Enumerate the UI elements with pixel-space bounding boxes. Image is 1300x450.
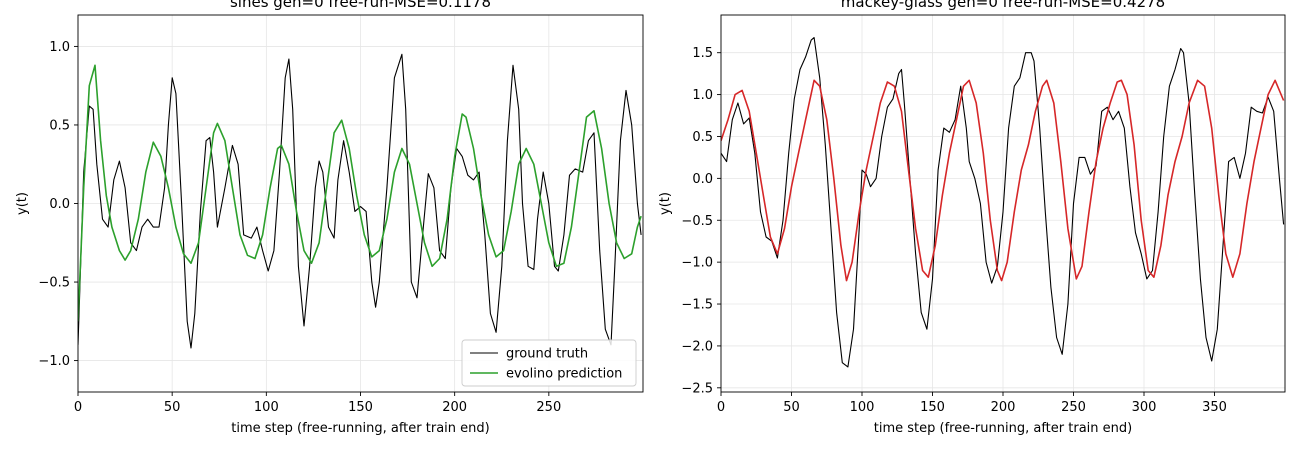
chart0-ytick-label: 0.5 xyxy=(49,118,70,133)
chart0-ytick-label: −1.0 xyxy=(38,354,70,369)
chart0-series-ground-truth-line xyxy=(78,53,642,349)
chart0-series-evolino-prediction-line xyxy=(78,64,642,322)
chart1-xtick: 50 xyxy=(783,392,800,415)
chart0-title: sines gen=0 free-run-MSE=0.1178 xyxy=(230,0,491,11)
chart1-title: mackey-glass gen=0 free-run-MSE=0.4278 xyxy=(841,0,1165,11)
chart1-ytick: 1.5 xyxy=(692,46,721,61)
chart1-xtick: 0 xyxy=(717,392,725,415)
chart1-ytick: −2.5 xyxy=(681,381,721,396)
chart1-series-line1-line xyxy=(721,79,1285,282)
chart0-xtick-label: 200 xyxy=(442,400,467,415)
chart1-ytick-label: −1.0 xyxy=(681,256,713,271)
chart0-ytick: 0.0 xyxy=(49,197,78,212)
chart1-xlabel: time step (free-running, after train end… xyxy=(874,421,1132,436)
chart0-ytick: 1.0 xyxy=(49,40,78,55)
chart1-ytick: −0.5 xyxy=(681,214,721,229)
chart0-xtick-label: 250 xyxy=(536,400,561,415)
chart1-ytick-label: −1.5 xyxy=(681,298,713,313)
chart1-xtick: 150 xyxy=(920,392,945,415)
chart0-legend: ground truth evolino prediction xyxy=(461,339,637,387)
chart1-ytick: −2.0 xyxy=(681,339,721,354)
chart0-xtick-label: 0 xyxy=(74,400,82,415)
chart0-legend-label: ground truth xyxy=(506,347,588,362)
chart1-xtick-label: 300 xyxy=(1132,400,1157,415)
chart0-ytick: −1.0 xyxy=(38,354,78,369)
chart1-ytick-label: −0.5 xyxy=(681,214,713,229)
chart1-ytick-label: 1.5 xyxy=(692,46,713,61)
chart0-ytick: −0.5 xyxy=(38,276,78,291)
chart0-xtick-label: 50 xyxy=(164,400,181,415)
chart1-xtick-label: 350 xyxy=(1202,400,1227,415)
chart0-legend-label: evolino prediction xyxy=(506,367,622,382)
chart1: 0 50 100 150 200 250 300 350 −2.5 −2.0 −1.5 −1.0 −0.… xyxy=(658,0,1286,436)
chart0-xlabel: time step (free-running, after train end… xyxy=(231,421,489,436)
chart0-xtick: 200 xyxy=(442,392,467,415)
chart1-xtick: 300 xyxy=(1132,392,1157,415)
chart1-ytick: 0.5 xyxy=(692,130,721,145)
chart1-ytick-label: 0.5 xyxy=(692,130,713,145)
chart0-xtick: 150 xyxy=(348,392,373,415)
chart0-xtick-label: 150 xyxy=(348,400,373,415)
chart0-ytick: 0.5 xyxy=(49,118,78,133)
chart1-ytick-label: −2.5 xyxy=(681,381,713,396)
chart0-xtick: 100 xyxy=(254,392,279,415)
chart1-xtick: 200 xyxy=(991,392,1016,415)
chart1-xtick-label: 200 xyxy=(991,400,1016,415)
chart1-xtick-label: 250 xyxy=(1061,400,1086,415)
chart1-xtick-label: 50 xyxy=(783,400,800,415)
chart0-xtick: 250 xyxy=(536,392,561,415)
chart0-ytick-label: 0.0 xyxy=(49,197,70,212)
chart0-xtick: 50 xyxy=(164,392,181,415)
chart1-ytick-label: −2.0 xyxy=(681,339,713,354)
chart1-ylabel: y(t) xyxy=(658,192,673,215)
chart1-ytick: −1.5 xyxy=(681,298,721,313)
chart1-ytick: 0.0 xyxy=(692,172,721,187)
chart1-ytick-label: 1.0 xyxy=(692,88,713,103)
chart0-ytick-label: 1.0 xyxy=(49,40,70,55)
chart1-xtick-label: 150 xyxy=(920,400,945,415)
chart0-xtick-label: 100 xyxy=(254,400,279,415)
chart0-xtick: 0 xyxy=(74,392,82,415)
chart1-ytick-label: 0.0 xyxy=(692,172,713,187)
chart1-xtick-label: 100 xyxy=(850,400,875,415)
chart0-legend-box xyxy=(461,339,637,387)
chart1-ytick: 1.0 xyxy=(692,88,721,103)
chart0-ylabel: y(t) xyxy=(15,192,30,215)
chart1-xtick-label: 0 xyxy=(717,400,725,415)
chart1-xtick: 250 xyxy=(1061,392,1086,415)
chart0: 0 50 100 150 200 250 −1.0 −0.5 0.0 0.5 1.0 sines ge… xyxy=(15,0,644,436)
chart1-xtick: 350 xyxy=(1202,392,1227,415)
chart1-ytick: −1.0 xyxy=(681,256,721,271)
chart0-ytick-label: −0.5 xyxy=(38,276,70,291)
chart1-xtick: 100 xyxy=(850,392,875,415)
